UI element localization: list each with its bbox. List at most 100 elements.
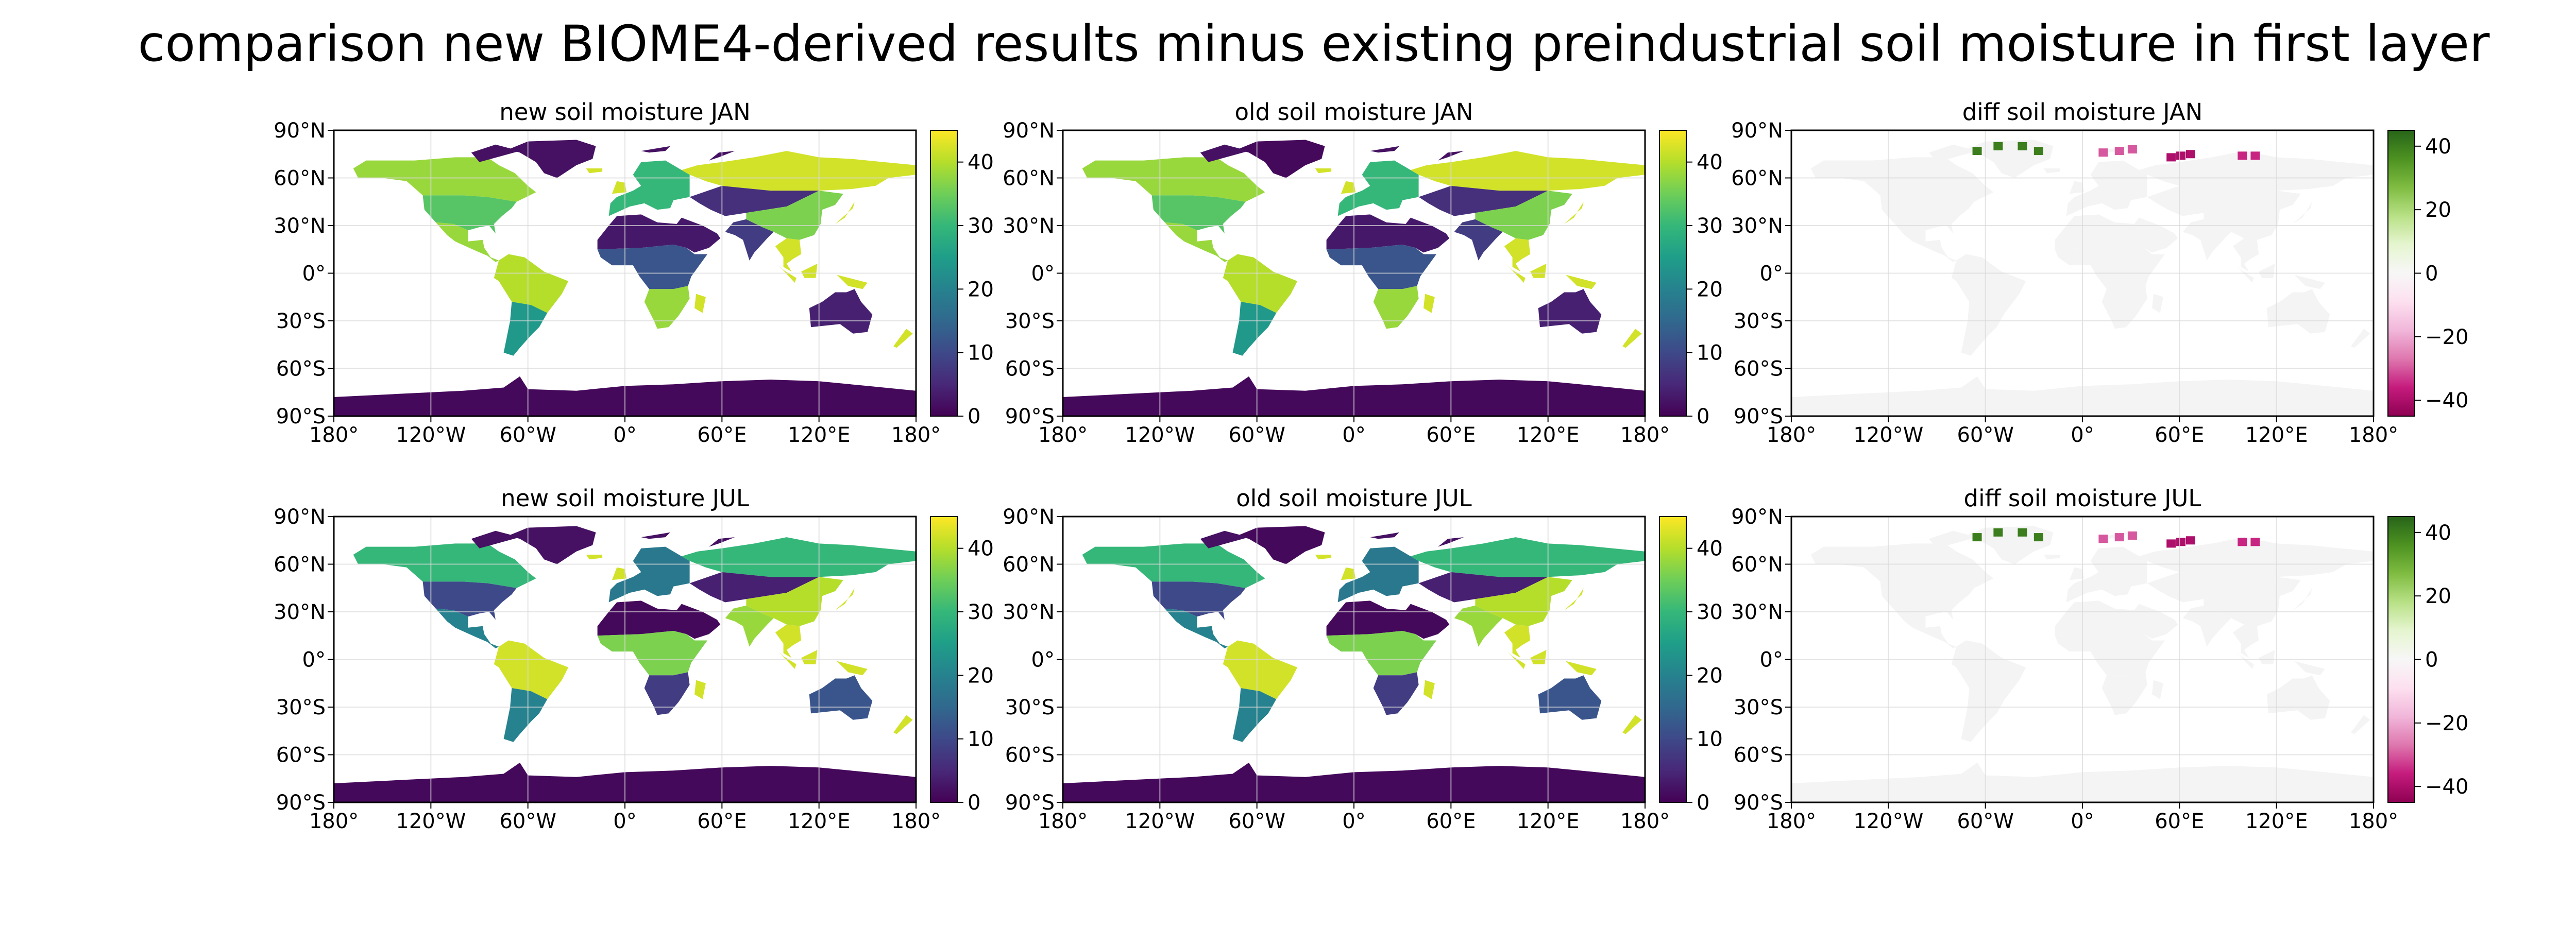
land-region <box>586 555 603 560</box>
x-tick-label: 180° <box>1620 810 1670 833</box>
land-region <box>2236 265 2254 283</box>
x-tick-label: 180° <box>309 423 359 447</box>
land-region <box>1961 302 2005 356</box>
diff-patch <box>1993 528 2003 537</box>
diff-patch <box>2185 150 2195 159</box>
panel-title: diff soil moisture JUL <box>1964 485 2201 512</box>
y-tick-label: 60°S <box>1005 744 1055 767</box>
diff-patch <box>2114 147 2124 156</box>
land-region <box>2069 181 2084 194</box>
x-tick-label: 180° <box>2349 810 2398 833</box>
land-region <box>809 289 873 334</box>
land-region <box>1370 532 1399 539</box>
y-tick-label: 60°S <box>1005 357 1055 381</box>
land-region <box>2259 264 2275 278</box>
land-region <box>775 624 802 658</box>
y-tick-label: 30°N <box>1003 214 1055 238</box>
land-region <box>2139 151 2374 191</box>
y-tick-label: 90°S <box>1005 791 1055 815</box>
diff-patch <box>2166 539 2176 548</box>
diff-patch <box>1972 533 1982 542</box>
land-region <box>2351 715 2370 734</box>
y-tick-label: 30°S <box>276 310 326 333</box>
colorbar-tick-label: 30 <box>1697 214 1723 238</box>
land-region <box>1504 624 1531 658</box>
colorbar-tick-label: 10 <box>1697 341 1723 365</box>
land-region <box>1423 680 1435 699</box>
y-tick-label: 90°S <box>276 405 326 428</box>
land-region <box>1880 581 1974 620</box>
x-tick-label: 180° <box>891 423 941 447</box>
land-region <box>893 329 913 348</box>
x-tick-label: 60°E <box>697 423 747 447</box>
x-tick-label: 0° <box>2071 423 2094 447</box>
land-region <box>1951 254 2026 313</box>
land-region <box>2182 219 2231 261</box>
colorbar <box>2387 130 2415 417</box>
land-region <box>471 530 520 548</box>
x-tick-label: 0° <box>613 810 636 833</box>
x-tick-label: 0° <box>2071 810 2094 833</box>
map-panel-3: diff soil moisture JAN 180° 120°W 60°W 0° 60°… <box>1731 98 2468 447</box>
land-region <box>1410 537 1645 577</box>
y-tick-label: 30°N <box>274 600 326 624</box>
land-region <box>641 146 670 153</box>
colorbar-tick-label: 10 <box>968 728 994 751</box>
land-region <box>778 265 796 283</box>
diff-patch <box>2033 147 2043 156</box>
land-region <box>503 688 548 742</box>
land-region <box>1423 294 1435 313</box>
colorbar-tick-label: 10 <box>1697 728 1723 751</box>
colorbar-tick-label: 20 <box>968 278 994 301</box>
land-region <box>2152 294 2163 313</box>
land-region <box>1082 157 1265 202</box>
y-tick-label: 90°N <box>1731 119 1783 143</box>
land-region <box>809 675 873 720</box>
land-region <box>586 168 603 174</box>
land-region <box>2236 651 2254 669</box>
land-region <box>1082 543 1265 588</box>
colorbar-tick-label: 0 <box>1697 405 1709 428</box>
land-region <box>1538 289 1602 334</box>
land-region <box>2152 680 2163 699</box>
land-region <box>1410 151 1645 191</box>
panel-title: old soil moisture JUL <box>1236 485 1471 512</box>
diff-patch <box>2033 533 2043 542</box>
land-region <box>509 526 596 564</box>
colorbar-tick-label: 20 <box>968 664 994 688</box>
y-tick-label: 90°N <box>274 119 326 143</box>
land-region <box>1326 600 1450 639</box>
land-region <box>1530 264 1547 278</box>
land-region <box>1893 608 1957 648</box>
x-tick-label: 180° <box>1038 810 1088 833</box>
land-region <box>471 144 520 162</box>
x-tick-label: 0° <box>1342 810 1365 833</box>
land-region <box>1164 608 1228 648</box>
diff-patch <box>2238 151 2247 160</box>
land-region <box>2055 600 2178 639</box>
colorbar-tick-label: 0 <box>2425 262 2438 286</box>
land-region <box>2043 168 2060 174</box>
land-region <box>597 214 721 253</box>
x-tick-label: 60°W <box>499 810 556 833</box>
land-region <box>1200 144 1249 162</box>
land-region <box>1238 526 1325 564</box>
colorbar-tick-label: 0 <box>1697 791 1709 815</box>
x-tick-label: 0° <box>1342 423 1365 447</box>
land-region <box>2139 537 2374 577</box>
colorbar-tick-label: 40 <box>968 151 994 175</box>
land-region <box>2055 214 2178 253</box>
land-region <box>1238 140 1325 178</box>
land-region <box>2102 672 2147 715</box>
land-region <box>1507 265 1526 283</box>
colorbar-tick-label: 20 <box>2425 198 2451 222</box>
land-region <box>893 715 913 734</box>
colorbar-tick-label: 20 <box>1697 664 1723 688</box>
diff-patch <box>2166 153 2176 162</box>
land-region <box>353 157 536 202</box>
land-region <box>1566 661 1597 676</box>
land-region <box>1951 640 2026 699</box>
colorbar-tick-label: 30 <box>1697 600 1723 624</box>
map-panel-1: new soil moisture JAN 180° 120°W 60°W 0° 60°E… <box>274 98 994 447</box>
